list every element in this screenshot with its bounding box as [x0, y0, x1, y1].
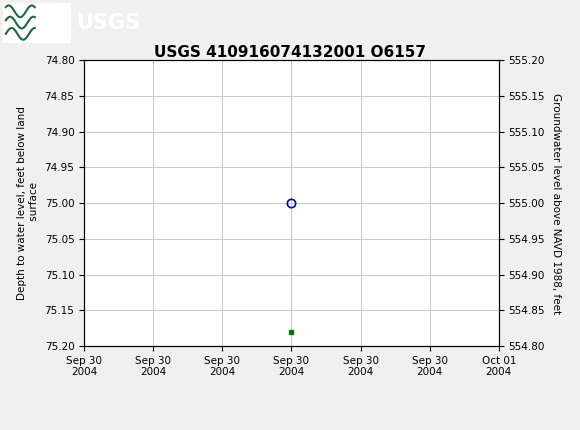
Y-axis label: Groundwater level above NAVD 1988, feet: Groundwater level above NAVD 1988, feet — [550, 92, 561, 314]
FancyBboxPatch shape — [3, 3, 70, 43]
Text: USGS 410916074132001 O6157: USGS 410916074132001 O6157 — [154, 45, 426, 60]
Text: USGS: USGS — [77, 12, 140, 33]
Y-axis label: Depth to water level, feet below land
 surface: Depth to water level, feet below land su… — [17, 106, 39, 300]
